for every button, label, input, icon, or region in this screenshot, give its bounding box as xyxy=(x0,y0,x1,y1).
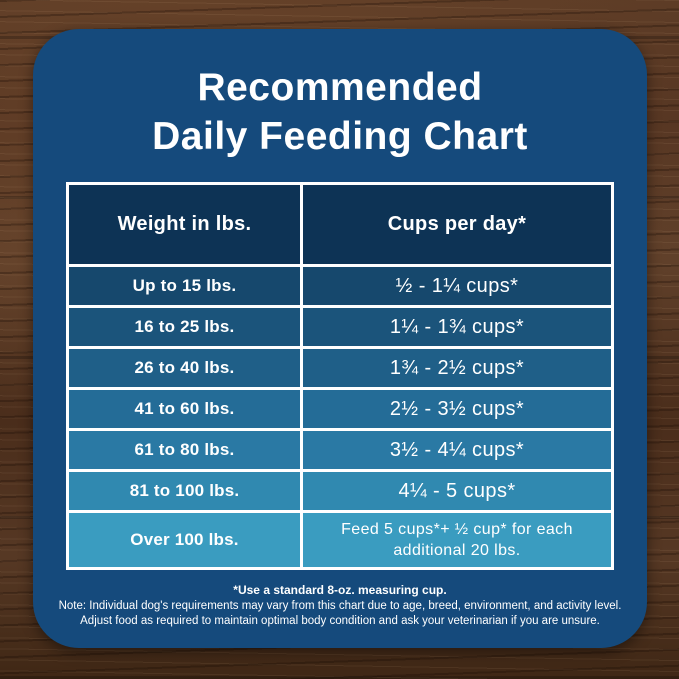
table-row: 26 to 40 lbs. 1¾ - 2½ cups* xyxy=(69,349,611,387)
footnote-note-line-1: Note: Individual dog's requirements may … xyxy=(58,599,622,612)
cups-cell: 1¼ - 1¾ cups* xyxy=(303,308,611,346)
footnote-note-line-2: Adjust food as required to maintain opti… xyxy=(80,615,600,627)
page-title-line-1: Recommended xyxy=(197,66,483,109)
cups-cell: 1¾ - 2½ cups* xyxy=(303,349,611,387)
table-row: Over 100 lbs. Feed 5 cups*+ ½ cup* for e… xyxy=(69,513,611,567)
cups-cell: ½ - 1¼ cups* xyxy=(303,267,611,305)
weight-cell: Over 100 lbs. xyxy=(69,513,300,567)
weight-cell: 26 to 40 lbs. xyxy=(69,349,300,387)
footnote-measuring-cup: *Use a standard 8-oz. measuring cup. xyxy=(233,583,447,597)
cups-cell: 2½ - 3½ cups* xyxy=(303,390,611,428)
weight-cell: 61 to 80 lbs. xyxy=(69,431,300,469)
cups-cell: Feed 5 cups*+ ½ cup* for each additional… xyxy=(303,513,611,567)
weight-cell: 81 to 100 lbs. xyxy=(69,472,300,510)
weight-cell: 41 to 60 lbs. xyxy=(69,390,300,428)
table-row: Up to 15 lbs. ½ - 1¼ cups* xyxy=(69,267,611,305)
feeding-table: Weight in lbs. Cups per day* Up to 15 lb… xyxy=(66,182,614,570)
cups-cell: 4¼ - 5 cups* xyxy=(303,472,611,510)
cups-cell: 3½ - 4¼ cups* xyxy=(303,431,611,469)
page-title-line-2: Daily Feeding Chart xyxy=(152,115,528,158)
header-cell-weight: Weight in lbs. xyxy=(69,185,300,264)
weight-cell: Up to 15 lbs. xyxy=(69,267,300,305)
footnotes: *Use a standard 8-oz. measuring cup. Not… xyxy=(33,583,647,630)
page-title: Recommended Daily Feeding Chart xyxy=(33,63,647,161)
table-header-row: Weight in lbs. Cups per day* xyxy=(69,185,611,264)
header-cell-cups: Cups per day* xyxy=(303,185,611,264)
weight-cell: 16 to 25 lbs. xyxy=(69,308,300,346)
table-row: 61 to 80 lbs. 3½ - 4¼ cups* xyxy=(69,431,611,469)
table-row: 81 to 100 lbs. 4¼ - 5 cups* xyxy=(69,472,611,510)
table-row: 41 to 60 lbs. 2½ - 3½ cups* xyxy=(69,390,611,428)
feeding-chart-card: Recommended Daily Feeding Chart Weight i… xyxy=(33,29,647,648)
table-row: 16 to 25 lbs. 1¼ - 1¾ cups* xyxy=(69,308,611,346)
